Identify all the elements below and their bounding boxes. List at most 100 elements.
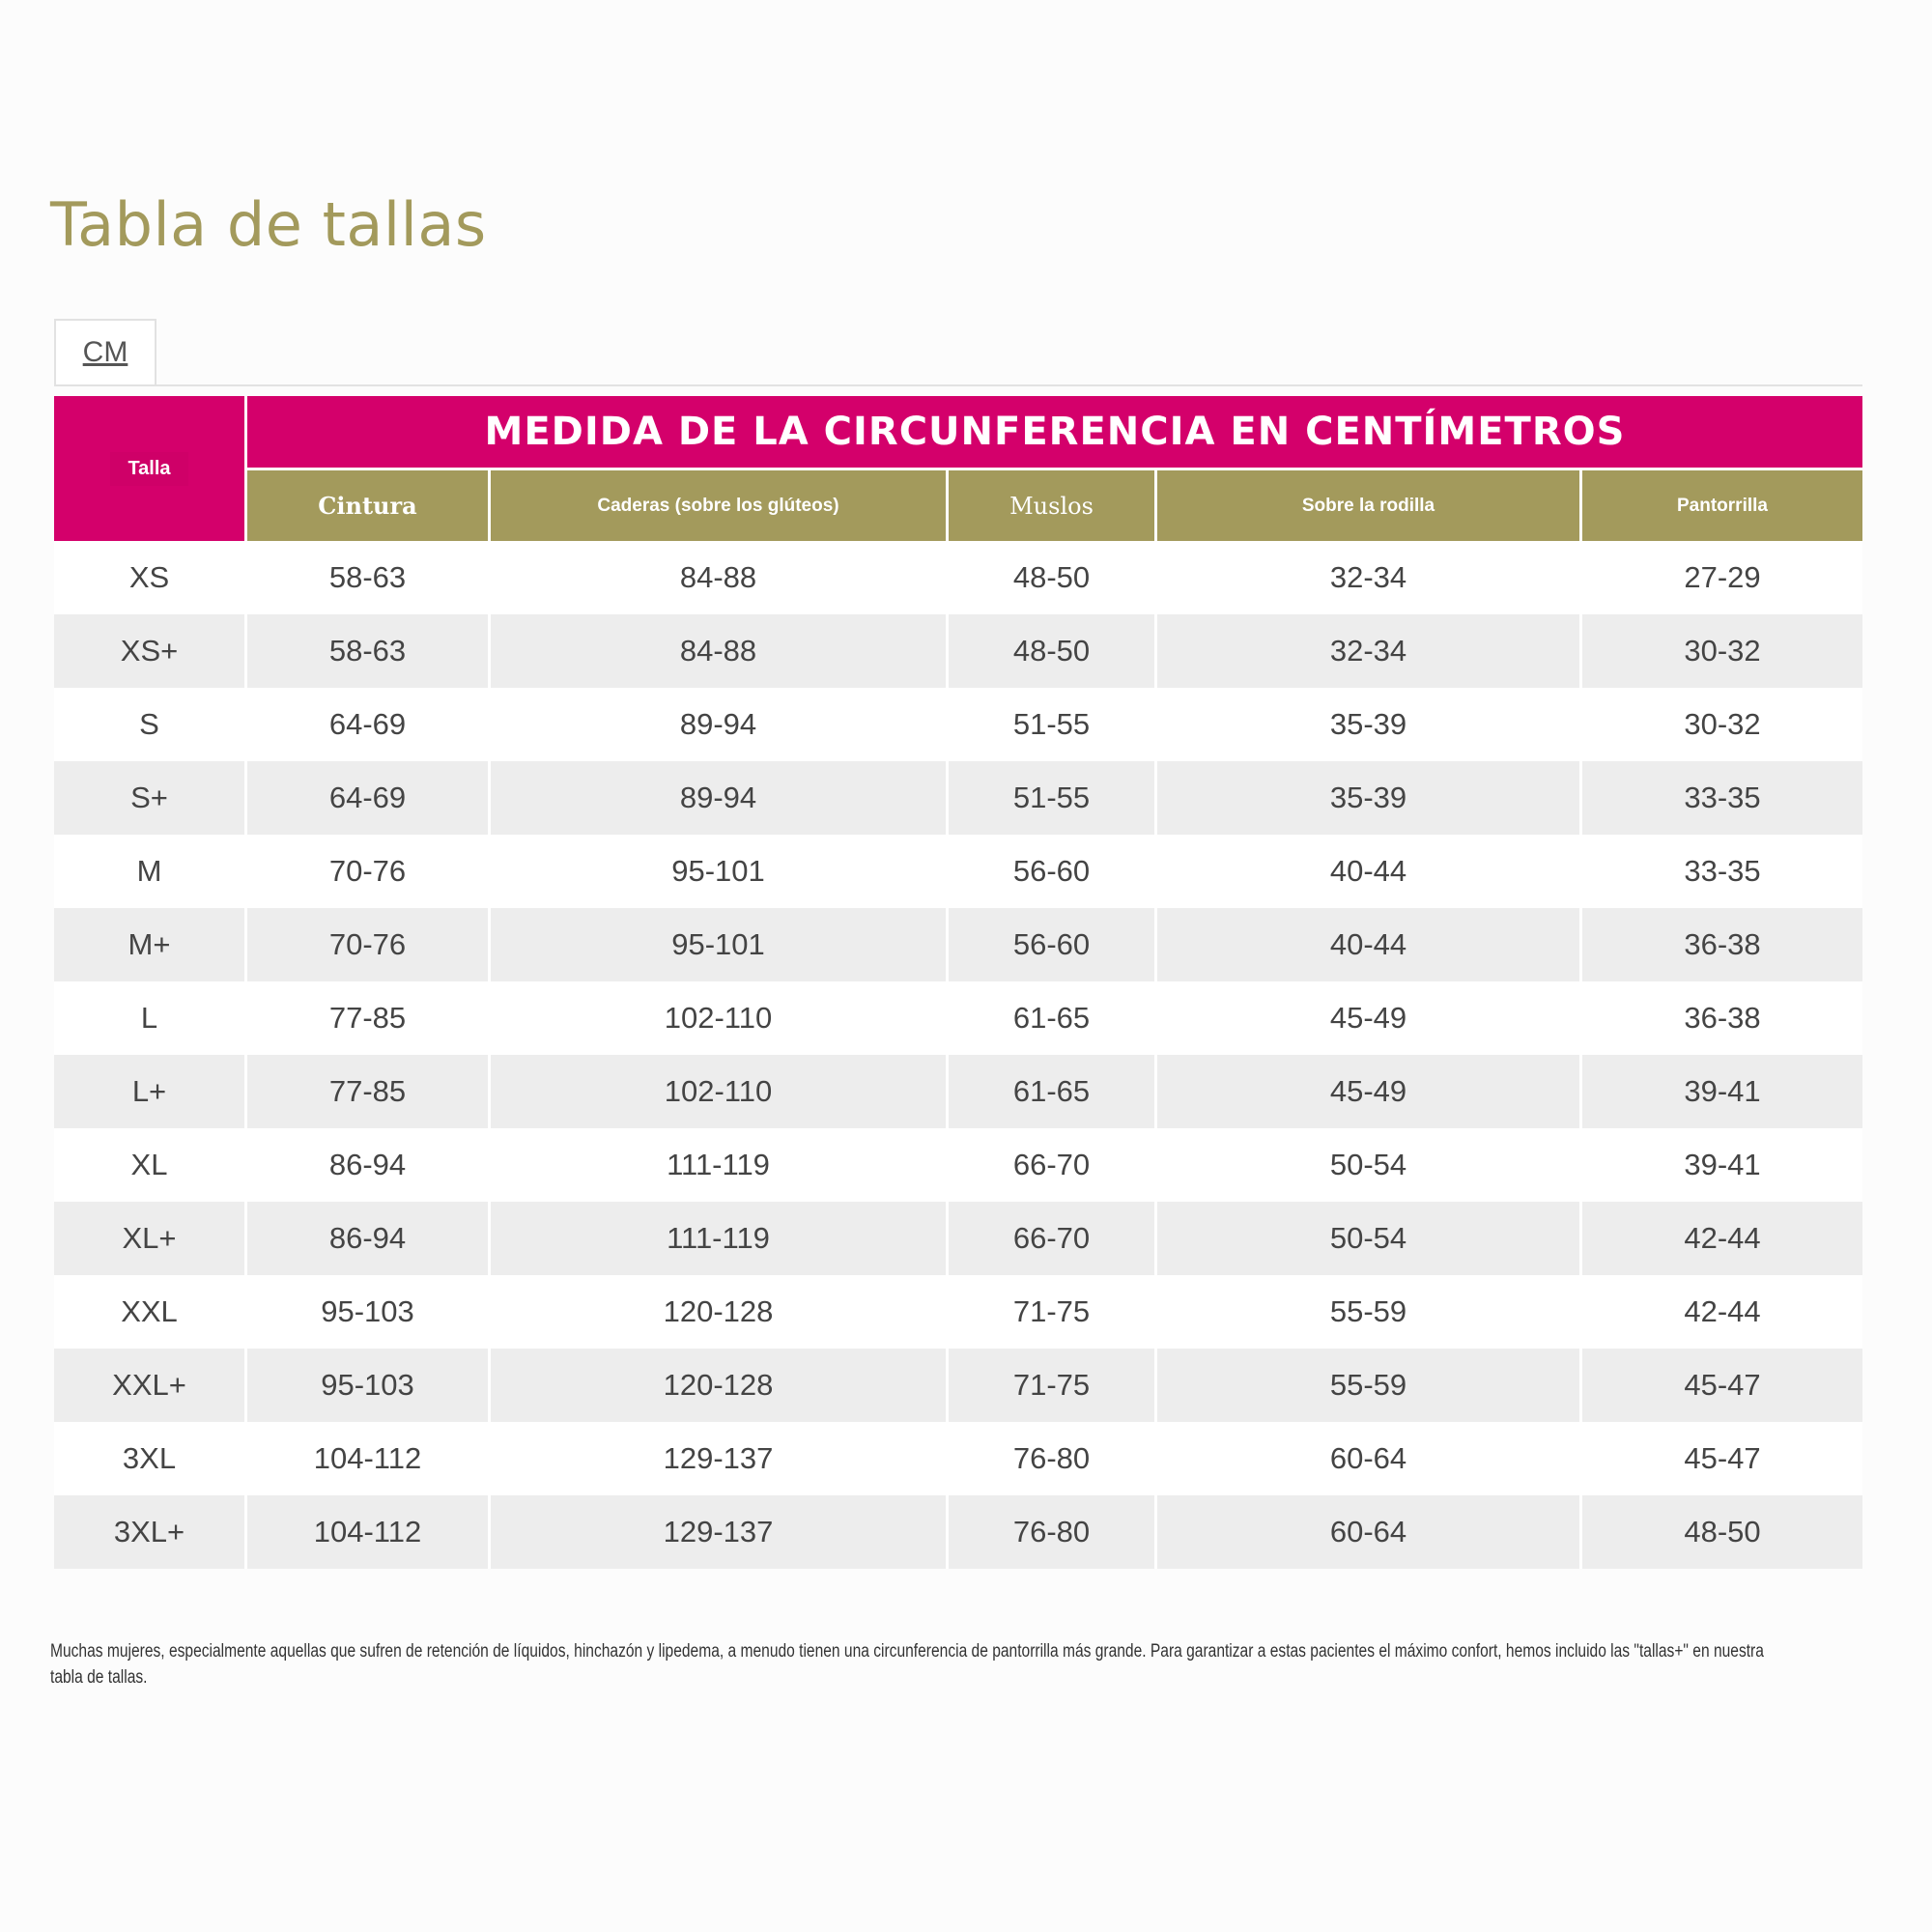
measurement-cell: 89-94 (491, 688, 949, 761)
measurement-cell: 66-70 (949, 1128, 1157, 1202)
measurement-cell: 30-32 (1582, 688, 1862, 761)
measurement-cell: 60-64 (1157, 1495, 1582, 1569)
size-table-body: XS 58-63 84-88 48-50 32-34 27-29 XS+ 58-63 84-88… (54, 541, 1862, 1569)
size-cell: M+ (54, 908, 247, 981)
measurement-cell: 84-88 (491, 614, 949, 688)
measurement-cell: 95-103 (247, 1349, 491, 1422)
measurement-cell: 111-119 (491, 1202, 949, 1275)
column-header-caderas: Caderas (sobre los glúteos) (491, 470, 949, 541)
column-header-sobre-la-rodilla: Sobre la rodilla (1157, 470, 1582, 541)
table-row: 3XL+ 104-112 129-137 76-80 60-64 48-50 (54, 1495, 1862, 1569)
measurement-cell: 104-112 (247, 1495, 491, 1569)
measurement-cell: 64-69 (247, 761, 491, 835)
measurement-cell: 40-44 (1157, 835, 1582, 908)
table-row: M 70-76 95-101 56-60 40-44 33-35 (54, 835, 1862, 908)
measurement-cell: 120-128 (491, 1275, 949, 1349)
footnote: Muchas mujeres, especialmente aquellas q… (50, 1641, 1764, 1688)
measurement-cell: 95-101 (491, 908, 949, 981)
measurement-cell: 58-63 (247, 614, 491, 688)
measurement-cell: 39-41 (1582, 1055, 1862, 1128)
measurement-cell: 30-32 (1582, 614, 1862, 688)
measurement-cell: 45-49 (1157, 981, 1582, 1055)
measurement-cell: 45-49 (1157, 1055, 1582, 1128)
table-row: XXL 95-103 120-128 71-75 55-59 42-44 (54, 1275, 1862, 1349)
measurement-cell: 32-34 (1157, 541, 1582, 614)
measurement-cell: 45-47 (1582, 1422, 1862, 1495)
measurement-cell: 48-50 (1582, 1495, 1862, 1569)
measurement-cell: 76-80 (949, 1422, 1157, 1495)
measurement-group-header: MEDIDA DE LA CIRCUNFERENCIA EN CENTÍMETR… (247, 396, 1862, 470)
size-chart-table: Talla MEDIDA DE LA CIRCUNFERENCIA EN CEN… (54, 396, 1862, 1569)
measurement-cell: 35-39 (1157, 761, 1582, 835)
measurement-cell: 61-65 (949, 981, 1157, 1055)
measurement-cell: 111-119 (491, 1128, 949, 1202)
measurement-cell: 102-110 (491, 981, 949, 1055)
measurement-cell: 129-137 (491, 1422, 949, 1495)
column-header-cintura: Cintura (247, 470, 491, 541)
size-column-header: Talla (54, 396, 247, 541)
measurement-cell: 71-75 (949, 1349, 1157, 1422)
size-cell: XS (54, 541, 247, 614)
measurement-cell: 76-80 (949, 1495, 1157, 1569)
measurement-cell: 66-70 (949, 1202, 1157, 1275)
table-row: L 77-85 102-110 61-65 45-49 36-38 (54, 981, 1862, 1055)
measurement-cell: 55-59 (1157, 1275, 1582, 1349)
table-row: L+ 77-85 102-110 61-65 45-49 39-41 (54, 1055, 1862, 1128)
table-row: S+ 64-69 89-94 51-55 35-39 33-35 (54, 761, 1862, 835)
measurement-cell: 50-54 (1157, 1128, 1582, 1202)
size-cell: 3XL+ (54, 1495, 247, 1569)
measurement-cell: 45-47 (1582, 1349, 1862, 1422)
table-row: M+ 70-76 95-101 56-60 40-44 36-38 (54, 908, 1862, 981)
measurement-cell: 56-60 (949, 908, 1157, 981)
measurement-cell: 120-128 (491, 1349, 949, 1422)
measurement-cell: 89-94 (491, 761, 949, 835)
table-row: XS 58-63 84-88 48-50 32-34 27-29 (54, 541, 1862, 614)
measurement-cell: 33-35 (1582, 761, 1862, 835)
measurement-cell: 84-88 (491, 541, 949, 614)
table-row: XS+ 58-63 84-88 48-50 32-34 30-32 (54, 614, 1862, 688)
size-cell: S+ (54, 761, 247, 835)
size-cell: XS+ (54, 614, 247, 688)
unit-tabs: CM (54, 319, 1862, 386)
measurement-cell: 77-85 (247, 981, 491, 1055)
measurement-cell: 42-44 (1582, 1275, 1862, 1349)
table-row: XL 86-94 111-119 66-70 50-54 39-41 (54, 1128, 1862, 1202)
measurement-cell: 102-110 (491, 1055, 949, 1128)
measurement-cell: 42-44 (1582, 1202, 1862, 1275)
measurement-cell: 55-59 (1157, 1349, 1582, 1422)
measurement-cell: 58-63 (247, 541, 491, 614)
size-cell: L+ (54, 1055, 247, 1128)
table-row: 3XL 104-112 129-137 76-80 60-64 45-47 (54, 1422, 1862, 1495)
table-row: S 64-69 89-94 51-55 35-39 30-32 (54, 688, 1862, 761)
size-cell: XL+ (54, 1202, 247, 1275)
measurement-cell: 95-101 (491, 835, 949, 908)
size-cell: M (54, 835, 247, 908)
measurement-cell: 71-75 (949, 1275, 1157, 1349)
measurement-cell: 61-65 (949, 1055, 1157, 1128)
size-cell: S (54, 688, 247, 761)
measurement-cell: 70-76 (247, 908, 491, 981)
measurement-cell: 104-112 (247, 1422, 491, 1495)
measurement-cell: 36-38 (1582, 908, 1862, 981)
measurement-cell: 86-94 (247, 1202, 491, 1275)
size-cell: XXL (54, 1275, 247, 1349)
measurement-cell: 70-76 (247, 835, 491, 908)
measurement-cell: 48-50 (949, 541, 1157, 614)
tab-cm[interactable]: CM (54, 319, 156, 384)
table-row: XXL+ 95-103 120-128 71-75 55-59 45-47 (54, 1349, 1862, 1422)
measurement-cell: 77-85 (247, 1055, 491, 1128)
size-cell: L (54, 981, 247, 1055)
size-cell: XL (54, 1128, 247, 1202)
measurement-cell: 48-50 (949, 614, 1157, 688)
column-header-pantorrilla: Pantorrilla (1582, 470, 1862, 541)
measurement-cell: 40-44 (1157, 908, 1582, 981)
measurement-cell: 64-69 (247, 688, 491, 761)
measurement-cell: 51-55 (949, 761, 1157, 835)
measurement-cell: 36-38 (1582, 981, 1862, 1055)
measurement-cell: 51-55 (949, 688, 1157, 761)
measurement-cell: 50-54 (1157, 1202, 1582, 1275)
measurement-cell: 95-103 (247, 1275, 491, 1349)
measurement-cell: 33-35 (1582, 835, 1862, 908)
table-row: XL+ 86-94 111-119 66-70 50-54 42-44 (54, 1202, 1862, 1275)
measurement-cell: 35-39 (1157, 688, 1582, 761)
